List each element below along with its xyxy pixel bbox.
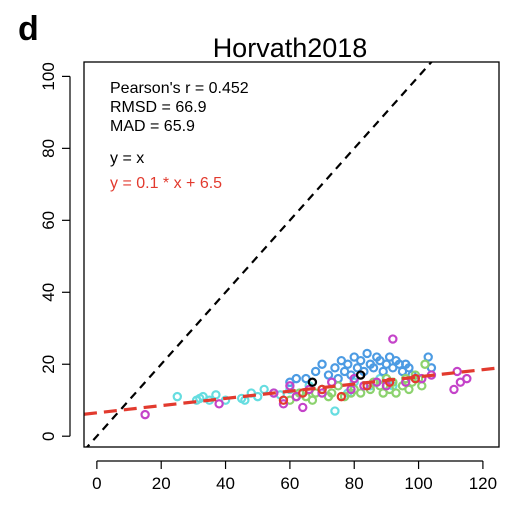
x-tick-label: 60 (280, 474, 299, 493)
data-point (404, 384, 414, 395)
data-point (172, 391, 182, 402)
identity-line (85, 62, 433, 447)
fit-line (84, 366, 499, 416)
data-point (355, 355, 366, 366)
mad-label: MAD = 65.9 (110, 118, 195, 135)
y-tick-label: 100 (39, 62, 58, 90)
data-point (388, 334, 398, 344)
x-tick-label: 0 (92, 474, 101, 493)
data-point (211, 390, 221, 400)
data-point (317, 359, 327, 369)
data-point (278, 399, 289, 409)
data-point (449, 384, 459, 395)
data-point (336, 391, 347, 402)
data-points (140, 334, 472, 420)
data-point (307, 395, 318, 405)
data-point (404, 363, 414, 373)
data-point (259, 384, 269, 395)
x-tick-label: 80 (345, 474, 364, 493)
data-point (355, 370, 366, 380)
data-point (420, 359, 430, 369)
data-point (310, 366, 321, 377)
y-axis: 0 20 40 60 80 100 (39, 62, 71, 441)
data-point (368, 363, 379, 373)
y-tick-label: 60 (39, 211, 58, 230)
rmsd-label: RMSD = 66.9 (110, 99, 207, 116)
fit-line-label: y = 0.1 * x + 6.5 (110, 175, 222, 192)
data-point (317, 388, 327, 398)
data-point (214, 399, 224, 409)
data-point (462, 373, 472, 384)
data-point (362, 348, 372, 359)
data-point (423, 352, 433, 362)
plot-frame (83, 61, 500, 448)
data-point (391, 388, 401, 398)
data-point (317, 384, 327, 395)
data-point (140, 409, 150, 420)
y-tick-label: 20 (39, 355, 58, 374)
y-tick-label: 40 (39, 283, 58, 302)
stats-block: Pearson's r = 0.452 RMSD = 66.9 MAD = 65… (110, 80, 249, 192)
x-tick-label: 120 (469, 474, 497, 493)
x-tick-label: 20 (152, 474, 171, 493)
data-point (343, 359, 353, 369)
data-point (278, 395, 289, 405)
data-point (330, 363, 340, 373)
panel-label: d (18, 10, 39, 48)
x-axis: 0 20 40 60 80 100 120 (92, 460, 497, 493)
data-point (307, 377, 318, 387)
data-point (291, 373, 302, 384)
data-point (298, 402, 308, 413)
data-point (285, 381, 295, 391)
data-point (330, 406, 340, 416)
x-tick-label: 100 (404, 474, 432, 493)
pearson-r-label: Pearson's r = 0.452 (110, 80, 249, 97)
data-point (327, 388, 337, 398)
x-tick-label: 40 (216, 474, 235, 493)
y-tick-label: 80 (39, 139, 58, 158)
y-tick-label: 0 (39, 431, 58, 440)
reference-lines (84, 62, 499, 447)
identity-line-label: y = x (110, 150, 144, 167)
chart-title: Horvath2018 (213, 33, 368, 63)
data-point (378, 366, 388, 377)
data-point (355, 388, 366, 398)
data-point (323, 370, 334, 380)
